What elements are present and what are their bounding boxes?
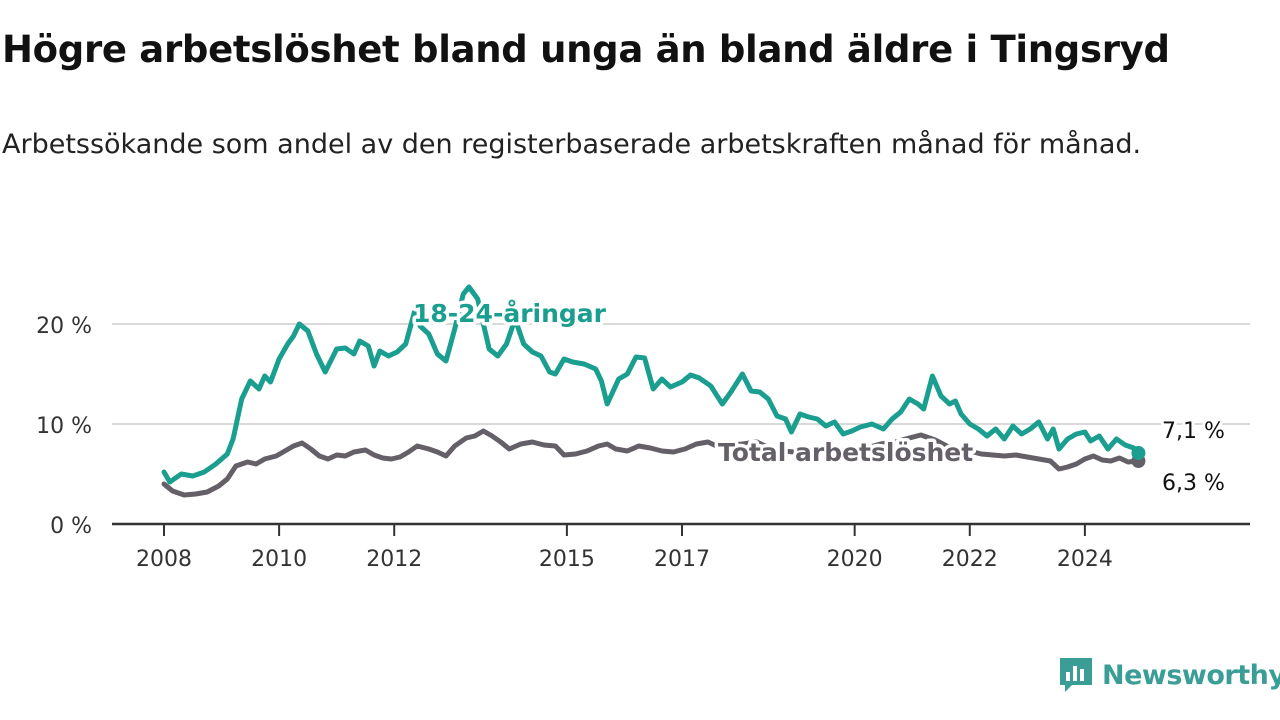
chart-subtitle: Arbetssökande som andel av den registerb… [2, 129, 1142, 160]
x-tick-label: 2020 [827, 547, 883, 572]
x-axis: 2008 2010 2012 2015 2017 2020 2022 2024 [112, 522, 1250, 572]
series-end-dot-0 [1131, 446, 1146, 460]
chart-title: Högre arbetslöshet bland unga än bland ä… [2, 28, 1170, 71]
x-tick-label: 2012 [366, 547, 422, 572]
newsworthy-logo-icon [1060, 658, 1092, 692]
series-label-youth-halo: 18-24-åringar [413, 299, 607, 328]
series-label-total: Total arbetslöshet [718, 438, 973, 467]
x-tick-label: 2017 [654, 547, 710, 572]
x-tick-label: 2022 [942, 547, 998, 572]
end-label-youth-halo: 7,1 % [1162, 419, 1225, 444]
end-label-youth: 7,1 % [1162, 419, 1225, 444]
y-tick-label: 0 % [50, 514, 92, 539]
series-label-youth: 18-24-åringar [413, 299, 607, 328]
y-tick-label: 20 % [36, 314, 92, 339]
grid-lines [112, 323, 1250, 425]
x-tick-label: 2024 [1057, 547, 1113, 572]
x-tick-label: 2008 [136, 547, 192, 572]
end-label-total-halo: 6,3 % [1162, 471, 1225, 496]
series-line-0 [161, 284, 1141, 485]
end-label-total: 6,3 % [1162, 471, 1225, 496]
x-tick-label: 2015 [539, 547, 595, 572]
series-lines [161, 284, 1146, 498]
series-label-total-halo: Total arbetslöshet [718, 438, 973, 467]
y-tick-label: 10 % [36, 414, 92, 439]
newsworthy-logo[interactable]: Newsworthy [1058, 655, 1280, 695]
brand-name: Newsworthy [1102, 659, 1280, 691]
x-tick-label: 2010 [251, 547, 307, 572]
y-axis-labels: 0 % 10 % 20 % [36, 314, 92, 539]
series-line-1 [161, 428, 1141, 498]
